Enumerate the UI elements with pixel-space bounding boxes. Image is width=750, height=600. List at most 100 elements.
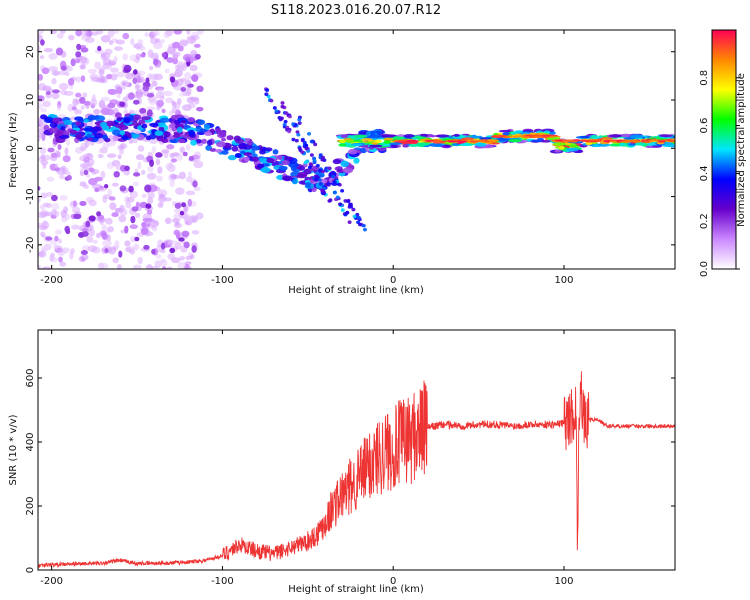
heatmap-cell (69, 129, 78, 135)
heatmap-cell (371, 142, 379, 145)
heatmap-cell (124, 165, 130, 172)
heatmap-cell (191, 230, 200, 235)
heatmap-cell (82, 92, 88, 98)
heatmap-cell (108, 40, 114, 45)
heatmap-cell (108, 196, 116, 201)
heatmap-cell (134, 236, 140, 242)
heatmap-cell (161, 242, 166, 250)
heatmap-cell (75, 76, 81, 83)
heatmap-cell (79, 155, 89, 162)
heatmap-cell (109, 73, 118, 81)
heatmap-cell (174, 187, 185, 195)
heatmap-cell (146, 172, 157, 180)
heatmap-cell (165, 162, 175, 171)
heatmap-cell (474, 139, 486, 142)
heatmap-cell (87, 245, 98, 253)
colorbar-frame (711, 29, 737, 270)
heatmap-cell (39, 54, 45, 60)
heatmap-cell (194, 53, 201, 60)
heatmap-cell (162, 90, 173, 97)
heatmap-cell (197, 119, 206, 126)
heatmap-cell (112, 129, 122, 136)
heatmap-cell (40, 231, 46, 238)
heatmap-cell (114, 112, 122, 119)
heatmap-cell (81, 227, 89, 233)
heatmap-cell (84, 139, 90, 148)
heatmap-cell (99, 100, 106, 108)
heatmap-cell (63, 90, 74, 96)
heatmap-cell (56, 32, 64, 39)
heatmap-cell (554, 149, 562, 153)
heatmap-cell (51, 202, 60, 211)
heatmap-cell (135, 154, 145, 161)
heatmap-cell (331, 174, 336, 179)
heatmap-cell (173, 85, 183, 91)
heatmap-cell (141, 221, 147, 229)
spectrogram-heatmap (38, 30, 675, 269)
heatmap-cell (90, 98, 98, 107)
heatmap-cell (81, 231, 89, 237)
heatmap-cell (38, 196, 41, 203)
heatmap-cell (115, 39, 126, 45)
heatmap-cell (146, 106, 156, 111)
heatmap-cell (38, 73, 44, 81)
heatmap-cell (57, 238, 63, 244)
heatmap-cell (40, 39, 45, 46)
heatmap-cell (50, 155, 58, 162)
heatmap-cell (436, 134, 450, 138)
heatmap-cell (155, 158, 161, 166)
heatmap-cell (177, 261, 186, 269)
heatmap-cell (70, 58, 76, 67)
heatmap-cell (322, 191, 327, 196)
heatmap-cell (137, 161, 142, 170)
heatmap-cell (402, 144, 410, 148)
heatmap-cell (312, 158, 317, 163)
heatmap-cell (68, 34, 75, 41)
heatmap-x-ticks: -200 -100 0 100 (40, 30, 574, 286)
x-tick-label: 0 (390, 275, 396, 286)
heatmap-cell (540, 139, 551, 143)
heatmap-cell (156, 99, 165, 107)
heatmap-cell (283, 119, 288, 124)
heatmap-cell (98, 148, 103, 153)
heatmap-cell (129, 248, 136, 255)
heatmap-cell (498, 129, 512, 133)
colorbar-tick-label: 0.0 (699, 261, 710, 277)
heatmap-cell (163, 31, 170, 39)
heatmap-cell (41, 67, 50, 75)
heatmap-cell (117, 145, 125, 151)
heatmap-cell (524, 136, 531, 139)
heatmap-cell (76, 43, 82, 51)
heatmap-cell (358, 145, 371, 148)
heatmap-cell (79, 200, 87, 207)
heatmap-cell (113, 46, 124, 51)
heatmap-cell (633, 140, 641, 143)
heatmap-cell (178, 237, 185, 242)
heatmap-cell (609, 140, 618, 143)
heatmap-cell (585, 141, 593, 146)
heatmap-cell (132, 181, 140, 187)
heatmap-cell (161, 138, 169, 144)
heatmap-cell (98, 68, 105, 77)
heatmap-cell (420, 133, 429, 138)
heatmap-cell (85, 37, 95, 43)
colorbar (712, 30, 736, 269)
heatmap-cell (170, 114, 179, 120)
heatmap-cell (38, 102, 44, 110)
heatmap-cell (558, 145, 565, 150)
heatmap-cell (304, 146, 309, 151)
heatmap-cell (317, 178, 322, 182)
heatmap-cell (96, 211, 102, 217)
heatmap-cell (100, 121, 108, 128)
heatmap-cell (45, 236, 53, 241)
heatmap-cell (165, 97, 174, 104)
heatmap-cell (160, 95, 165, 101)
heatmap-cell (43, 47, 54, 53)
heatmap-cell (134, 212, 141, 218)
heatmap-cell (147, 197, 154, 205)
heatmap-cell (75, 51, 82, 58)
snr-y-ticks: 0 200 400 600 (25, 368, 675, 573)
heatmap-cell (103, 184, 109, 189)
heatmap-cell (105, 108, 115, 116)
heatmap-cell (112, 257, 120, 264)
